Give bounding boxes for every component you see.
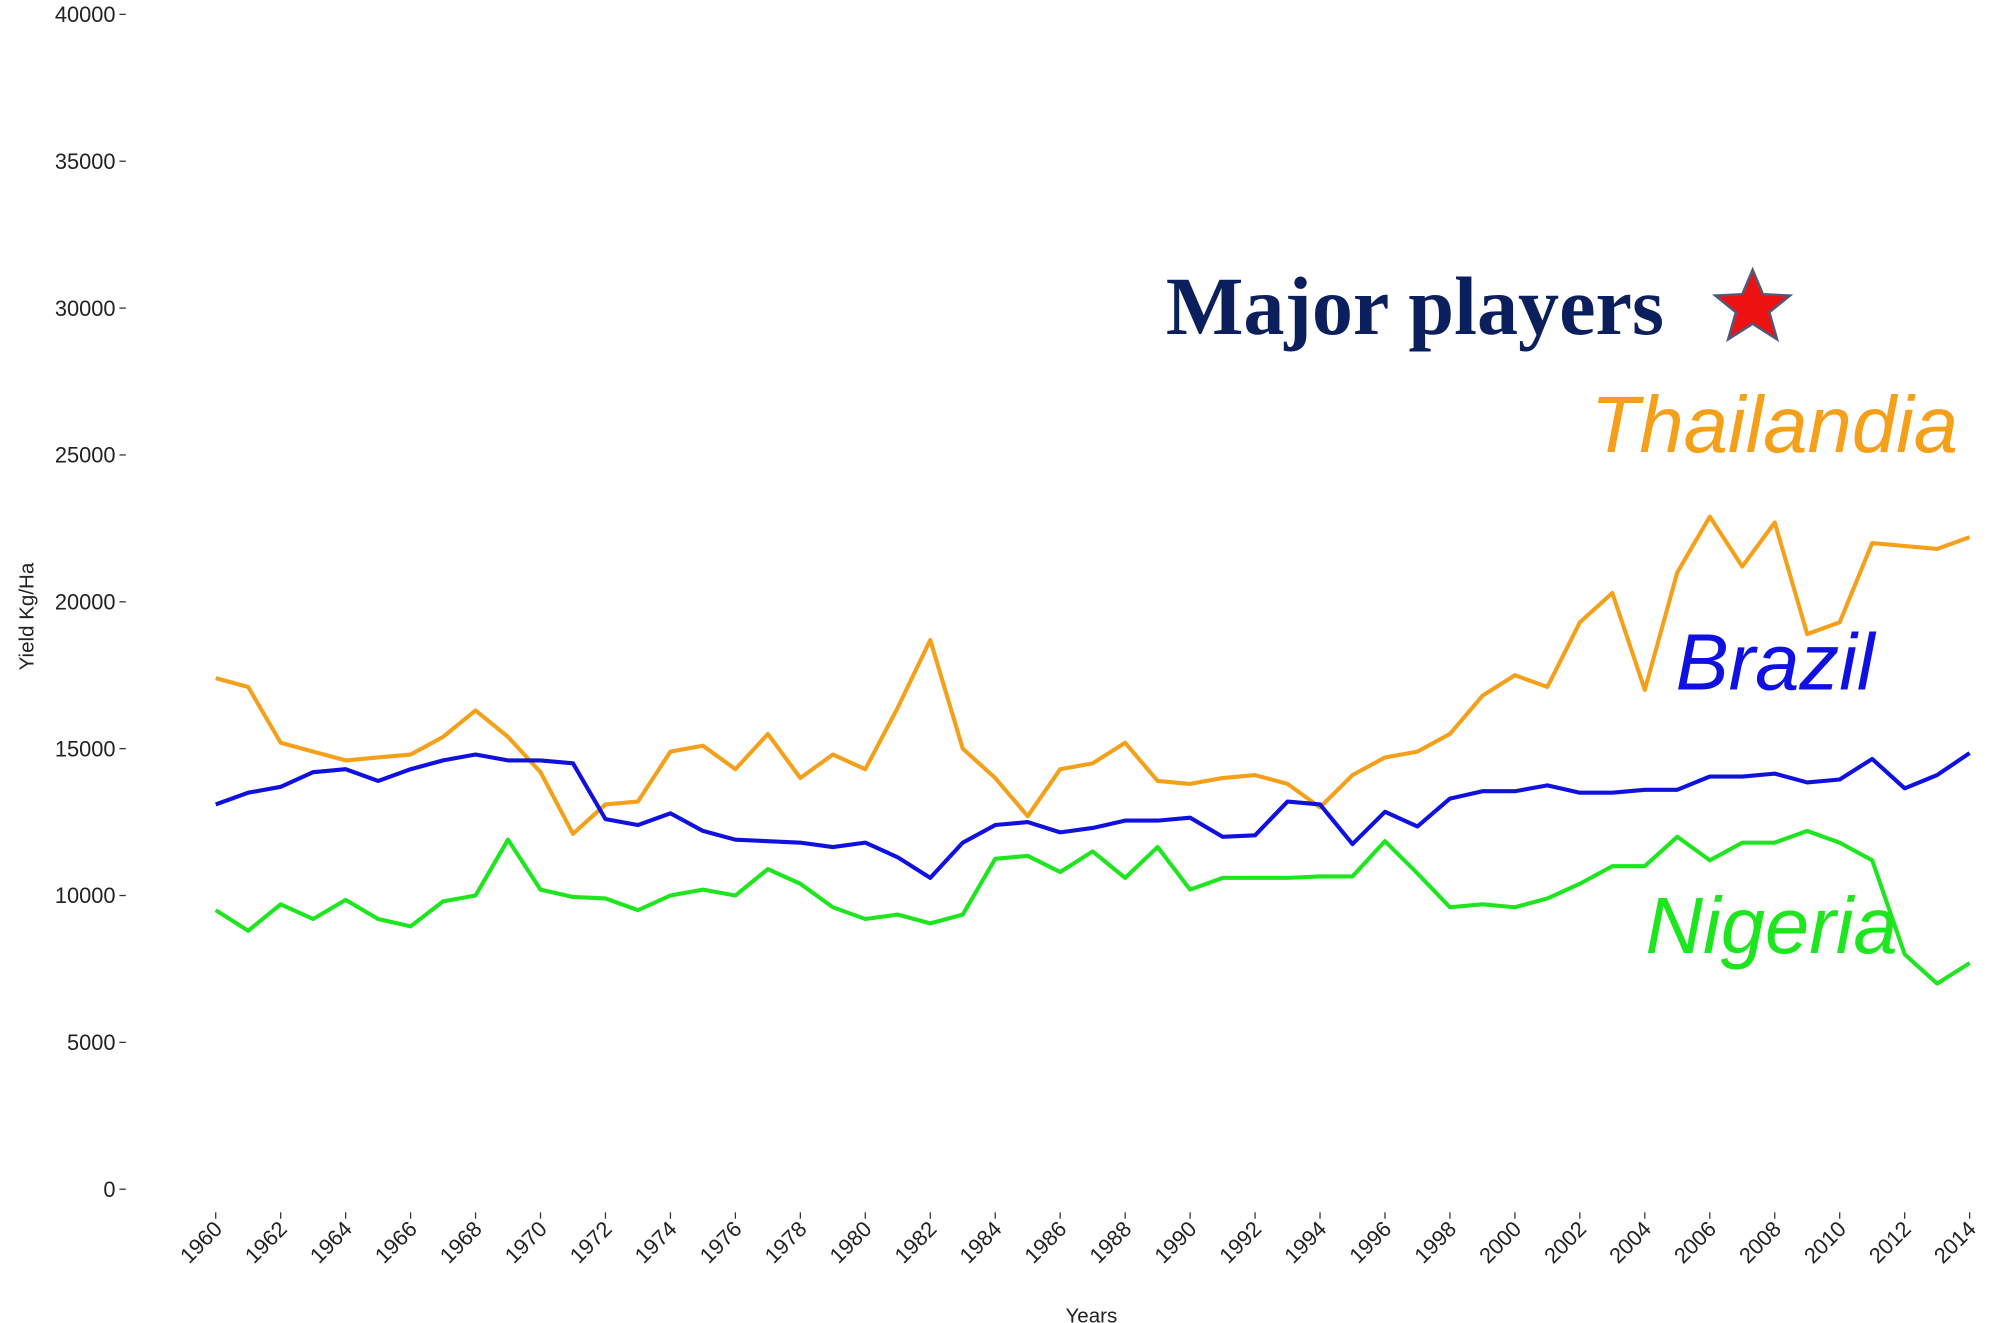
x-tick-label: 1988 xyxy=(1084,1216,1136,1268)
x-tick-label: 1984 xyxy=(954,1216,1006,1268)
star-icon xyxy=(1711,266,1794,343)
y-tick-label: 15000 xyxy=(55,736,116,761)
series-label: Thailandia xyxy=(1591,380,1958,469)
y-tick-label: 25000 xyxy=(55,443,116,468)
y-tick-label: 10000 xyxy=(55,883,116,908)
x-tick-label: 1972 xyxy=(565,1216,617,1268)
x-tick-label: 1960 xyxy=(175,1216,227,1268)
x-tick-label: 2002 xyxy=(1539,1216,1591,1268)
x-tick-label: 2008 xyxy=(1734,1216,1786,1268)
x-tick-label: 1974 xyxy=(630,1216,682,1268)
x-tick-label: 1966 xyxy=(370,1216,422,1268)
series-line xyxy=(214,828,1971,986)
x-tick-label: 1994 xyxy=(1279,1216,1331,1268)
y-tick-label: 30000 xyxy=(55,296,116,321)
x-tick-label: 1996 xyxy=(1344,1216,1396,1268)
x-tick-label: 1986 xyxy=(1019,1216,1071,1268)
x-tick-label: 1978 xyxy=(760,1216,812,1268)
x-tick-label: 1980 xyxy=(825,1216,877,1268)
x-tick-label: 2012 xyxy=(1864,1216,1916,1268)
series-label: Brazil xyxy=(1676,618,1877,707)
x-tick-label: 2006 xyxy=(1669,1216,1721,1268)
series-label: Nigeria xyxy=(1646,881,1898,970)
x-tick-label: 1962 xyxy=(240,1216,292,1268)
series-line xyxy=(215,514,1971,836)
x-tick-label: 1982 xyxy=(890,1216,942,1268)
x-tick-label: 1998 xyxy=(1409,1216,1461,1268)
x-tick-label: 2000 xyxy=(1474,1216,1526,1268)
annotation: Major players xyxy=(1166,261,1664,352)
x-tick-label: 1970 xyxy=(500,1216,552,1268)
x-tick-label: 1990 xyxy=(1149,1216,1201,1268)
y-tick-label: 0 xyxy=(103,1177,115,1202)
x-tick-label: 2010 xyxy=(1799,1216,1851,1268)
x-tick-label: 2014 xyxy=(1929,1216,1981,1268)
y-tick-label: 5000 xyxy=(67,1030,116,1055)
x-tick-label: 2004 xyxy=(1604,1216,1656,1268)
y-tick-label: 20000 xyxy=(55,589,116,614)
x-tick-label: 1992 xyxy=(1214,1216,1266,1268)
x-tick-label: 1964 xyxy=(305,1216,357,1268)
series-line xyxy=(215,751,1971,880)
x-tick-label: 1968 xyxy=(435,1216,487,1268)
x-axis-title: Years xyxy=(1066,1305,1118,1323)
y-tick-label: 35000 xyxy=(55,149,116,174)
x-tick-label: 1976 xyxy=(695,1216,747,1268)
y-axis-title: Yield Kg/Ha xyxy=(15,562,38,670)
y-tick-label: 40000 xyxy=(55,2,116,27)
